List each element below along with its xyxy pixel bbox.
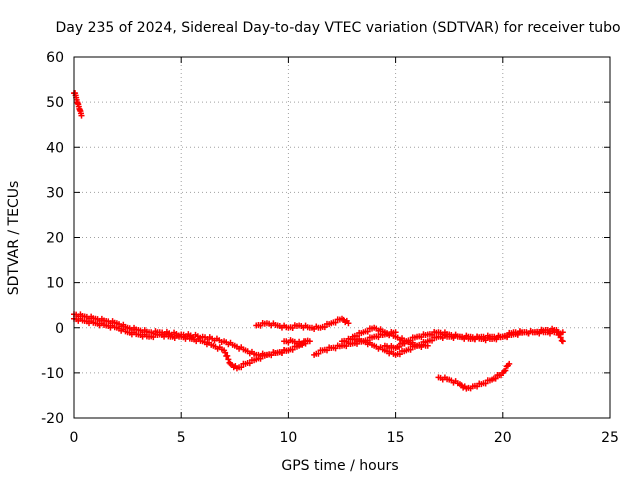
y-tick-label-4: 20 xyxy=(46,231,64,247)
data-point xyxy=(396,344,403,350)
data-point xyxy=(492,375,499,382)
x-tick-label-1: 5 xyxy=(177,430,186,446)
data-point xyxy=(306,338,313,345)
data-point xyxy=(222,349,229,356)
y-tick-label-3: 10 xyxy=(46,276,64,292)
data-point xyxy=(78,112,85,119)
data-point xyxy=(407,337,414,344)
data-point xyxy=(315,350,322,357)
grid-lines xyxy=(74,57,610,418)
y-tick-label-2: 0 xyxy=(55,321,64,337)
y-tick-label-6: 40 xyxy=(46,140,64,156)
y-tick-label-7: 50 xyxy=(46,95,64,111)
series-lower-mid xyxy=(281,337,313,347)
data-point xyxy=(246,360,253,367)
data-point xyxy=(407,346,414,353)
data-point xyxy=(321,324,328,331)
series-mid-segment xyxy=(253,315,352,332)
y-tick-label-8: 60 xyxy=(46,50,64,66)
data-point xyxy=(364,328,371,335)
x-tick-label-5: 25 xyxy=(601,430,619,446)
data-point xyxy=(238,364,245,371)
series-late-band xyxy=(381,325,566,352)
series-upper-strand xyxy=(71,311,292,360)
data-point xyxy=(285,347,292,354)
x-tick-label-0: 0 xyxy=(70,430,79,446)
data-point xyxy=(429,337,436,344)
data-point xyxy=(396,351,403,358)
x-tick-label-2: 10 xyxy=(279,430,297,446)
data-point xyxy=(482,380,489,387)
data-point xyxy=(557,334,564,341)
axis-ticks: 0 5 10 15 20 25 -20 -10 0 10 20 30 40 50 60 xyxy=(41,50,619,446)
data-point xyxy=(559,329,566,336)
series-late-dip xyxy=(435,360,513,392)
x-axis-label: GPS time / hours xyxy=(281,458,398,474)
x-tick-label-3: 15 xyxy=(387,430,405,446)
y-tick-label-5: 30 xyxy=(46,185,64,201)
y-axis-label: SDTVAR / TECUs xyxy=(6,181,22,296)
data-point xyxy=(502,367,509,374)
data-points xyxy=(71,90,566,392)
y-tick-label-0: -20 xyxy=(41,411,64,427)
data-point xyxy=(559,338,566,345)
data-point xyxy=(418,342,425,349)
chart-title: Day 235 of 2024, Sidereal Day-to-day VTE… xyxy=(55,20,620,36)
x-tick-label-4: 20 xyxy=(494,430,512,446)
data-point xyxy=(556,331,563,338)
data-point xyxy=(506,360,513,367)
plot-frame xyxy=(73,56,611,419)
y-tick-label-1: -10 xyxy=(41,366,64,382)
data-point xyxy=(225,356,232,363)
data-point xyxy=(224,352,231,359)
data-point xyxy=(332,319,339,326)
series-early-spike xyxy=(71,90,85,119)
data-point xyxy=(345,320,352,327)
